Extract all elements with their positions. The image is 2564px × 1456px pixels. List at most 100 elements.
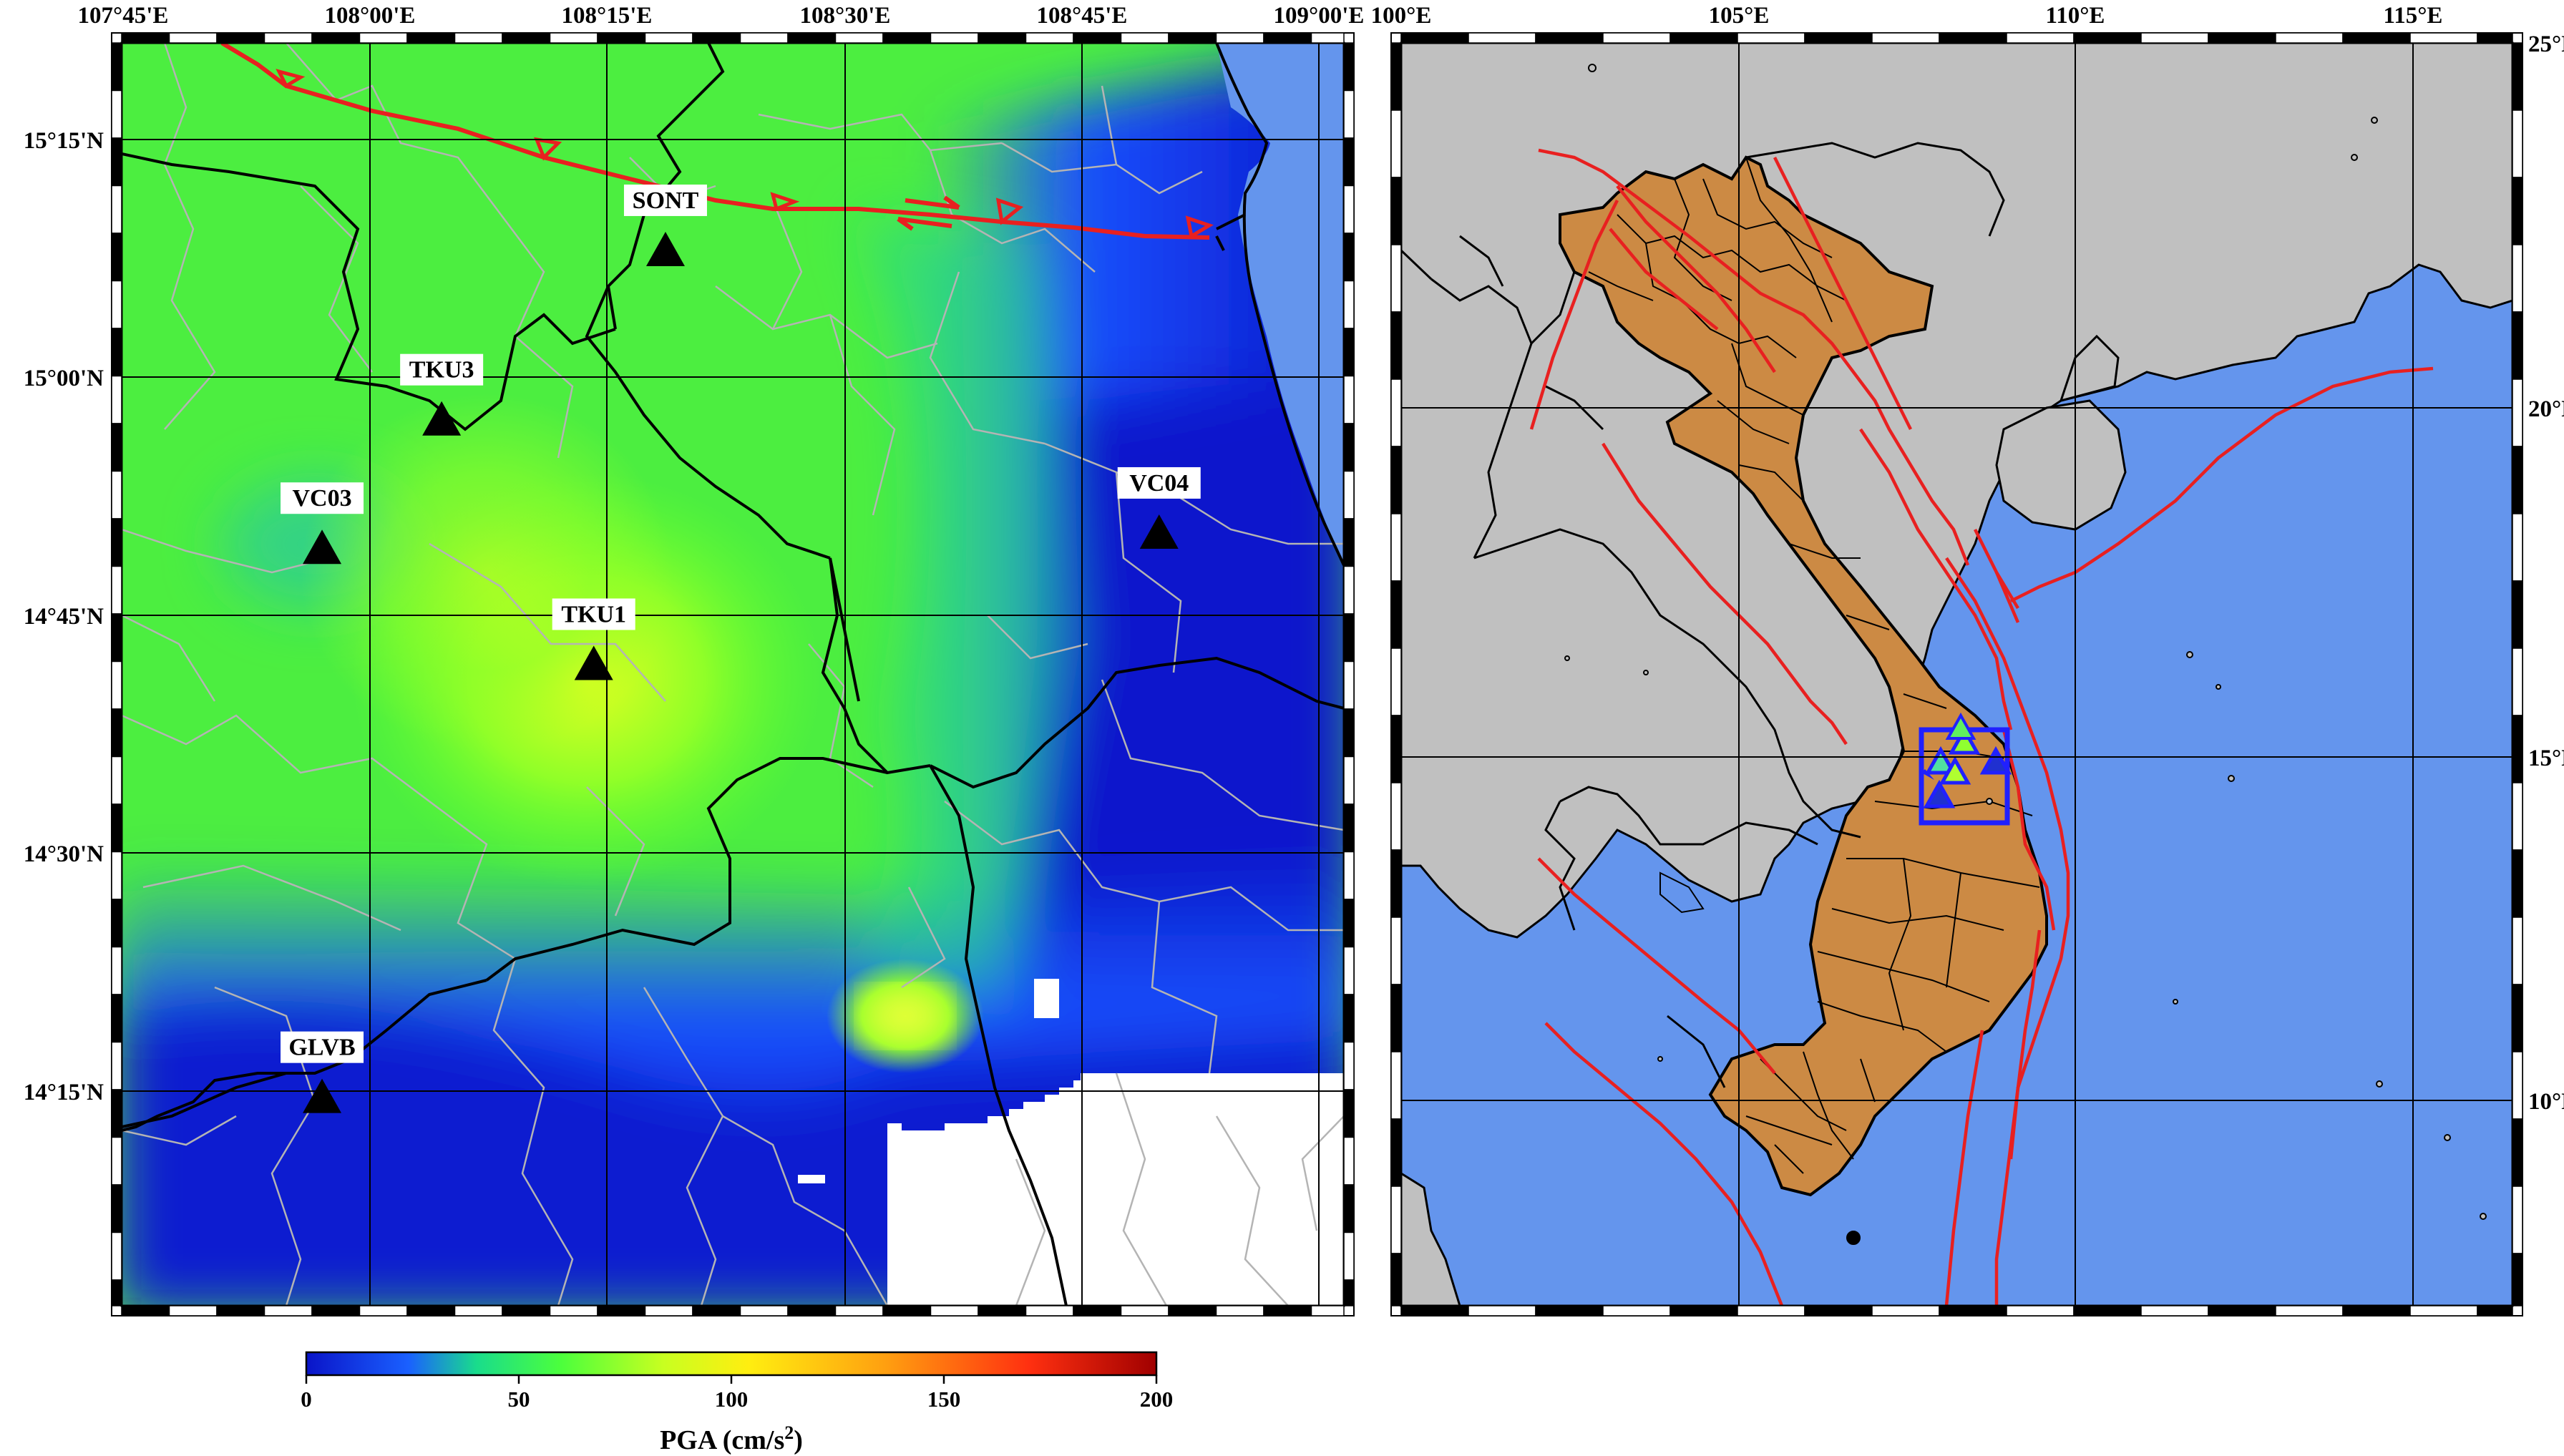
frame-segment — [111, 1184, 122, 1233]
station-label: SONT — [633, 187, 699, 214]
frame-segment — [1343, 1136, 1355, 1186]
station-label: TKU3 — [409, 357, 474, 383]
frame-segment — [2409, 1305, 2478, 1316]
islands — [1564, 64, 2487, 1245]
regional-faults — [1529, 148, 2434, 1306]
tick-label: 25°N — [2528, 31, 2564, 57]
frame-segment — [1390, 109, 1402, 178]
frame-segment — [1804, 1305, 1873, 1316]
frame-segment — [1390, 177, 1402, 245]
frame-segment — [1390, 513, 1402, 582]
frame-segment — [1939, 1305, 2007, 1316]
frame-segment — [111, 375, 122, 424]
study-region-box — [1919, 712, 2012, 826]
sea-east — [1217, 43, 1344, 565]
frame-segment — [1390, 244, 1402, 313]
frame-segment — [168, 1305, 218, 1316]
frame-segment — [1073, 1305, 1122, 1316]
colorbar: 0 50 100 150 200 PGA (cm/s2) — [301, 1351, 1174, 1456]
frame-segment — [2512, 378, 2523, 447]
frame-segment — [1310, 1305, 1345, 1316]
left-side-ticks: 15°15'N 15°00'N 14°45'N 14°30'N 14°15'N — [24, 128, 104, 1105]
colorbar-tick: 50 — [508, 1387, 530, 1412]
frame-segment — [2275, 32, 2344, 44]
frame-segment — [2512, 177, 2523, 245]
frame-segment — [787, 1305, 837, 1316]
station-triangle — [1948, 725, 1981, 755]
frame-segment — [1390, 782, 1402, 851]
colorbar-tick: 200 — [1140, 1387, 1174, 1412]
right-frame — [1390, 32, 2523, 1316]
frame-segment — [1343, 899, 1355, 948]
frame-segment — [1390, 917, 1402, 985]
frame-segment — [644, 1305, 693, 1316]
frame-segment — [311, 1305, 361, 1316]
frame-segment — [2512, 1051, 2523, 1120]
frame-segment — [834, 32, 884, 44]
right-map: 100°E 105°E 110°E 115°E 25°N 20°N 15°N 1… — [1371, 3, 2564, 1316]
station-tku1: TKU1 — [552, 598, 635, 680]
tick-label: 105°E — [1709, 3, 1770, 29]
frame-segment — [1215, 32, 1264, 44]
frame-segment — [1390, 648, 1402, 716]
tick-label: 14°15'N — [24, 1080, 104, 1105]
frame-segment — [2512, 109, 2523, 178]
frame-segment — [2073, 32, 2142, 44]
frame-segment — [454, 32, 503, 44]
frame-segment — [1602, 32, 1671, 44]
frame-segment — [2512, 917, 2523, 985]
frame-segment — [1025, 32, 1074, 44]
frame-segment — [1390, 849, 1402, 918]
tick-label: 10°N — [2528, 1089, 2564, 1115]
frame-segment — [930, 32, 979, 44]
tick-label: 15°15'N — [24, 128, 104, 154]
frame-segment — [168, 32, 218, 44]
frame-segment — [263, 32, 313, 44]
colorbar-gradient — [305, 1351, 1158, 1377]
frame-segment — [1343, 1184, 1355, 1233]
tick-label: 14°30'N — [24, 841, 104, 867]
station-label: VC04 — [1129, 470, 1189, 497]
frame-segment — [111, 518, 122, 567]
frame-segment — [311, 32, 361, 44]
frame-segment — [1343, 233, 1355, 282]
frame-segment — [2512, 580, 2523, 649]
frame-segment — [1390, 715, 1402, 783]
frame-segment — [1343, 89, 1355, 139]
frame-segment — [1343, 708, 1355, 758]
frame-segment — [1215, 1305, 1264, 1316]
station-triangle — [1923, 779, 1956, 808]
station-label: GLVB — [288, 1035, 355, 1061]
frame-segment — [1390, 311, 1402, 380]
station-label: VC03 — [292, 485, 351, 512]
country-borders — [1401, 142, 2005, 1088]
frame-segment — [882, 1305, 932, 1316]
station-glvb: GLVB — [281, 1031, 364, 1113]
colorbar-label: PGA (cm/s2) — [660, 1422, 803, 1456]
left-map: SONT TKU3 VC03 VC04 TKU1 GLVB 107°45'E 108°00… — [24, 3, 1364, 1316]
tick-label: 115°E — [2384, 3, 2443, 29]
tick-label: 14°45'N — [24, 604, 104, 630]
frame-segment — [1737, 32, 1805, 44]
frame-segment — [882, 32, 932, 44]
tick-label: 107°45'E — [78, 3, 169, 29]
tick-label: 108°45'E — [1037, 3, 1128, 29]
station-label-box — [400, 353, 484, 386]
frame-segment — [1343, 613, 1355, 663]
frame-segment — [1343, 42, 1355, 92]
frame-segment — [1343, 946, 1355, 995]
frame-segment — [1390, 1051, 1402, 1120]
frame-segment — [2512, 648, 2523, 716]
frame-segment — [111, 423, 122, 472]
frame-segment — [111, 1231, 122, 1281]
station-sont: SONT — [623, 184, 707, 266]
frame-segment — [111, 851, 122, 900]
frame-segment — [216, 32, 265, 44]
frame-segment — [692, 1305, 741, 1316]
frame-segment — [2342, 32, 2411, 44]
station-triangle — [303, 529, 342, 565]
frame-segment — [111, 280, 122, 329]
frame-segment — [1120, 1305, 1169, 1316]
station-label-box — [1117, 466, 1201, 499]
